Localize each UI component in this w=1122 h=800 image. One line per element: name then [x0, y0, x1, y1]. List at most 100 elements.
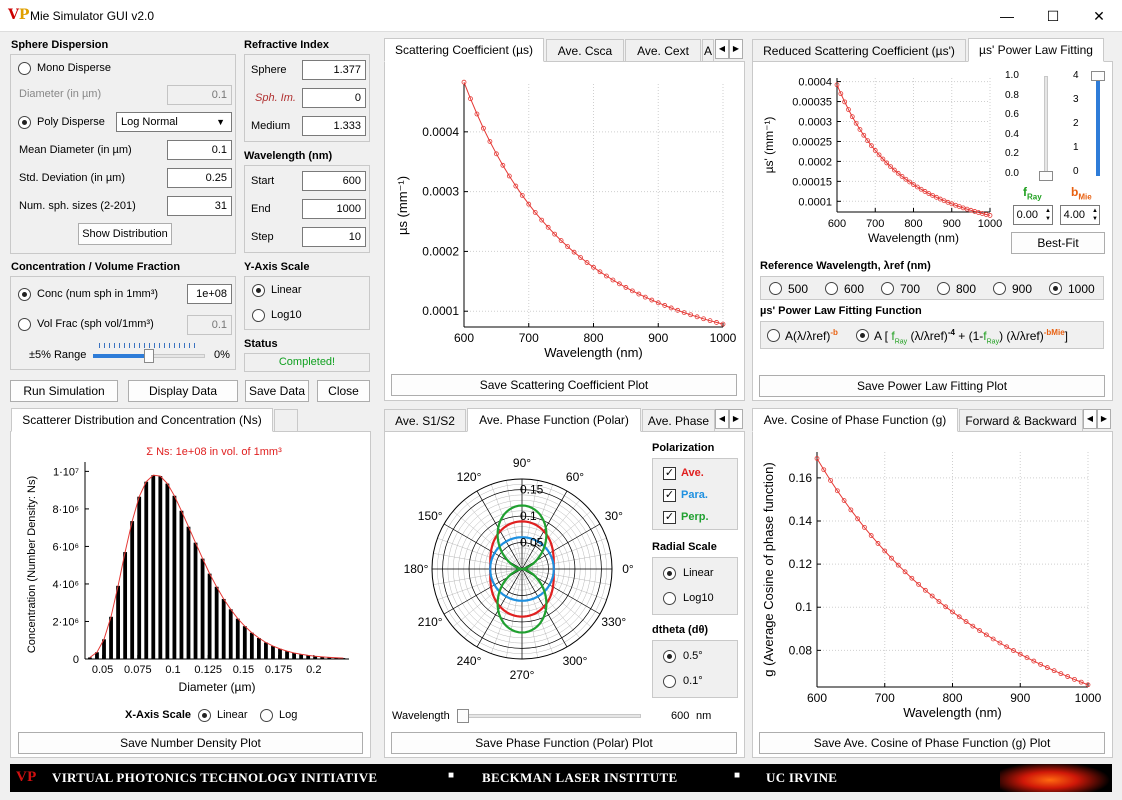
- tab-blank[interactable]: [274, 409, 298, 432]
- ref-wl-radio-900[interactable]: [993, 282, 1006, 295]
- tab-overflow[interactable]: A: [702, 39, 714, 62]
- data-line: [463, 82, 724, 325]
- fray-slider[interactable]: 1.0 0.8 0.6 0.4 0.2 0.0: [1005, 70, 1065, 182]
- tab-reduced-scattering[interactable]: Reduced Scattering Coefficient (µs'): [752, 39, 966, 62]
- pol-ave-checkbox[interactable]: ✓: [663, 467, 676, 480]
- ref-wl-radio-600[interactable]: [825, 282, 838, 295]
- spin-arrows-icon[interactable]: ▲ ▼: [1092, 208, 1098, 222]
- fit-option1-radio[interactable]: [767, 329, 780, 342]
- wl-start-input[interactable]: 600: [302, 171, 366, 191]
- diameter-input[interactable]: 0.1: [167, 85, 232, 105]
- wavelength-slider-thumb[interactable]: [457, 709, 469, 723]
- xaxis-linear-radio[interactable]: [198, 709, 211, 722]
- tab-scatterer-distribution[interactable]: Scatterer Distribution and Concentration…: [11, 408, 273, 432]
- display-data-button[interactable]: Display Data: [128, 380, 238, 402]
- save-g-plot-button[interactable]: Save Ave. Cosine of Phase Function (g) P…: [759, 732, 1105, 754]
- tab-ave-phase[interactable]: Ave. Phase: [642, 409, 715, 432]
- fray-slider-thumb[interactable]: [1039, 171, 1053, 181]
- num-sizes-input[interactable]: 31: [167, 196, 232, 216]
- data-point: [571, 249, 577, 255]
- save-phase-polar-button[interactable]: Save Phase Function (Polar) Plot: [391, 732, 737, 754]
- sph-im-input[interactable]: 0: [302, 88, 366, 108]
- yaxis-log-radio[interactable]: [252, 309, 265, 322]
- save-power-law-plot-button[interactable]: Save Power Law Fitting Plot: [759, 375, 1105, 397]
- tab-scroll-left-icon[interactable]: ◀: [1083, 409, 1097, 429]
- close-window-icon[interactable]: ✕: [1093, 8, 1105, 24]
- close-button[interactable]: Close: [317, 380, 370, 402]
- range-slider[interactable]: [93, 343, 205, 365]
- fray-spin-value: 0.00: [1016, 209, 1038, 221]
- bmie-spin-input[interactable]: 4.00 ▲ ▼: [1060, 205, 1100, 225]
- sphere-ri-input[interactable]: 1.377: [302, 60, 366, 80]
- save-data-button[interactable]: Save Data: [245, 380, 309, 402]
- tab-scattering-coefficient[interactable]: Scattering Coefficient (µs): [384, 38, 544, 62]
- polar-major-spoke: [521, 490, 568, 570]
- data-point: [926, 191, 932, 196]
- wavelength-header: Wavelength (nm): [244, 150, 333, 162]
- radial-log-radio[interactable]: [663, 592, 676, 605]
- distribution-select[interactable]: Log Normal ▼: [116, 112, 232, 132]
- ref-wl-radio-1000[interactable]: [1049, 282, 1062, 295]
- yaxis-linear-radio[interactable]: [252, 284, 265, 297]
- tab-ave-cext[interactable]: Ave. Cext: [625, 39, 701, 62]
- wavelength-slider[interactable]: [457, 708, 641, 724]
- polar-angle-label: 210°: [418, 615, 443, 629]
- tab-scroll-left-icon[interactable]: ◀: [715, 39, 729, 59]
- medium-ri-input[interactable]: 1.333: [302, 116, 366, 136]
- conc-input[interactable]: 1e+08: [187, 284, 232, 304]
- ref-wl-radio-800[interactable]: [937, 282, 950, 295]
- minimize-icon[interactable]: —: [1000, 8, 1014, 24]
- bmie-slider-thumb[interactable]: [1091, 71, 1105, 81]
- run-simulation-button[interactable]: Run Simulation: [10, 380, 118, 402]
- tab-forward-backward[interactable]: Forward & Backward: [959, 409, 1083, 432]
- vol-frac-radio[interactable]: [18, 318, 31, 331]
- tab-ave-cosine-g[interactable]: Ave. Cosine of Phase Function (g): [752, 408, 958, 432]
- mean-diameter-input[interactable]: 0.1: [167, 140, 232, 160]
- g-chart: 600 700 800 900 1000 0.08 0.1 0.12 0.14 0.16 Wavel…: [761, 452, 1102, 720]
- dtheta-01-radio[interactable]: [663, 675, 676, 688]
- show-distribution-button[interactable]: Show Distribution: [78, 223, 172, 245]
- xaxis-log-radio[interactable]: [260, 709, 273, 722]
- tab-power-law-fitting[interactable]: µs' Power Law Fitting: [968, 38, 1104, 62]
- polar-grid-spoke: [437, 570, 518, 601]
- wl-end-input[interactable]: 1000: [302, 199, 366, 219]
- radial-linear-radio[interactable]: [663, 567, 676, 580]
- vol-frac-input[interactable]: 0.1: [187, 315, 232, 335]
- best-fit-button[interactable]: Best-Fit: [1011, 232, 1105, 254]
- conc-radio[interactable]: [18, 288, 31, 301]
- bmie-slider[interactable]: 4 3 2 1 0: [1071, 70, 1111, 182]
- range-slider-thumb[interactable]: [144, 349, 154, 363]
- dtheta-05-radio[interactable]: [663, 650, 676, 663]
- tab-scroll-right-icon[interactable]: ▶: [1097, 409, 1111, 429]
- tab-ave-phase-polar[interactable]: Ave. Phase Function (Polar): [467, 408, 641, 432]
- save-number-density-button[interactable]: Save Number Density Plot: [18, 732, 363, 754]
- fray-spin-input[interactable]: 0.00 ▲ ▼: [1013, 205, 1053, 225]
- yaxis-scale-panel: Linear Log10: [244, 276, 370, 330]
- polar-grid-spoke: [523, 484, 554, 565]
- tab-ave-csca[interactable]: Ave. Csca: [546, 39, 624, 62]
- tab-ave-s1s2[interactable]: Ave. S1/S2: [384, 409, 466, 432]
- maximize-icon[interactable]: ☐: [1046, 8, 1060, 24]
- data-point: [681, 310, 687, 315]
- std-deviation-input[interactable]: 0.25: [167, 168, 232, 188]
- save-scattering-plot-button[interactable]: Save Scattering Coefficient Plot: [391, 374, 737, 396]
- poly-disperse-radio[interactable]: [18, 116, 31, 129]
- tab-scroll-right-icon[interactable]: ▶: [729, 409, 743, 429]
- pol-para-checkbox[interactable]: ✓: [663, 489, 676, 502]
- mono-disperse-radio[interactable]: [18, 62, 31, 75]
- pol-perp-checkbox[interactable]: ✓: [663, 511, 676, 524]
- wavelength-slider-unit: nm: [696, 710, 712, 722]
- y-tick-label: 0.00035: [792, 97, 832, 109]
- y-axis-label: Concentration (Number Density: Ns): [26, 476, 38, 653]
- tab-scroll-left-icon[interactable]: ◀: [715, 409, 729, 429]
- fit-option2-radio[interactable]: [856, 329, 869, 342]
- wavelength-slider-label: Wavelength: [392, 710, 450, 722]
- tab-scroll-right-icon[interactable]: ▶: [729, 39, 743, 59]
- wl-step-input[interactable]: 10: [302, 227, 366, 247]
- ref-wl-radio-500[interactable]: [769, 282, 782, 295]
- spin-arrows-icon[interactable]: ▲ ▼: [1045, 208, 1051, 222]
- ref-wl-radio-700[interactable]: [881, 282, 894, 295]
- data-point: [714, 320, 719, 325]
- ref-wl-label-500: 500: [788, 282, 809, 296]
- data-point: [865, 138, 870, 144]
